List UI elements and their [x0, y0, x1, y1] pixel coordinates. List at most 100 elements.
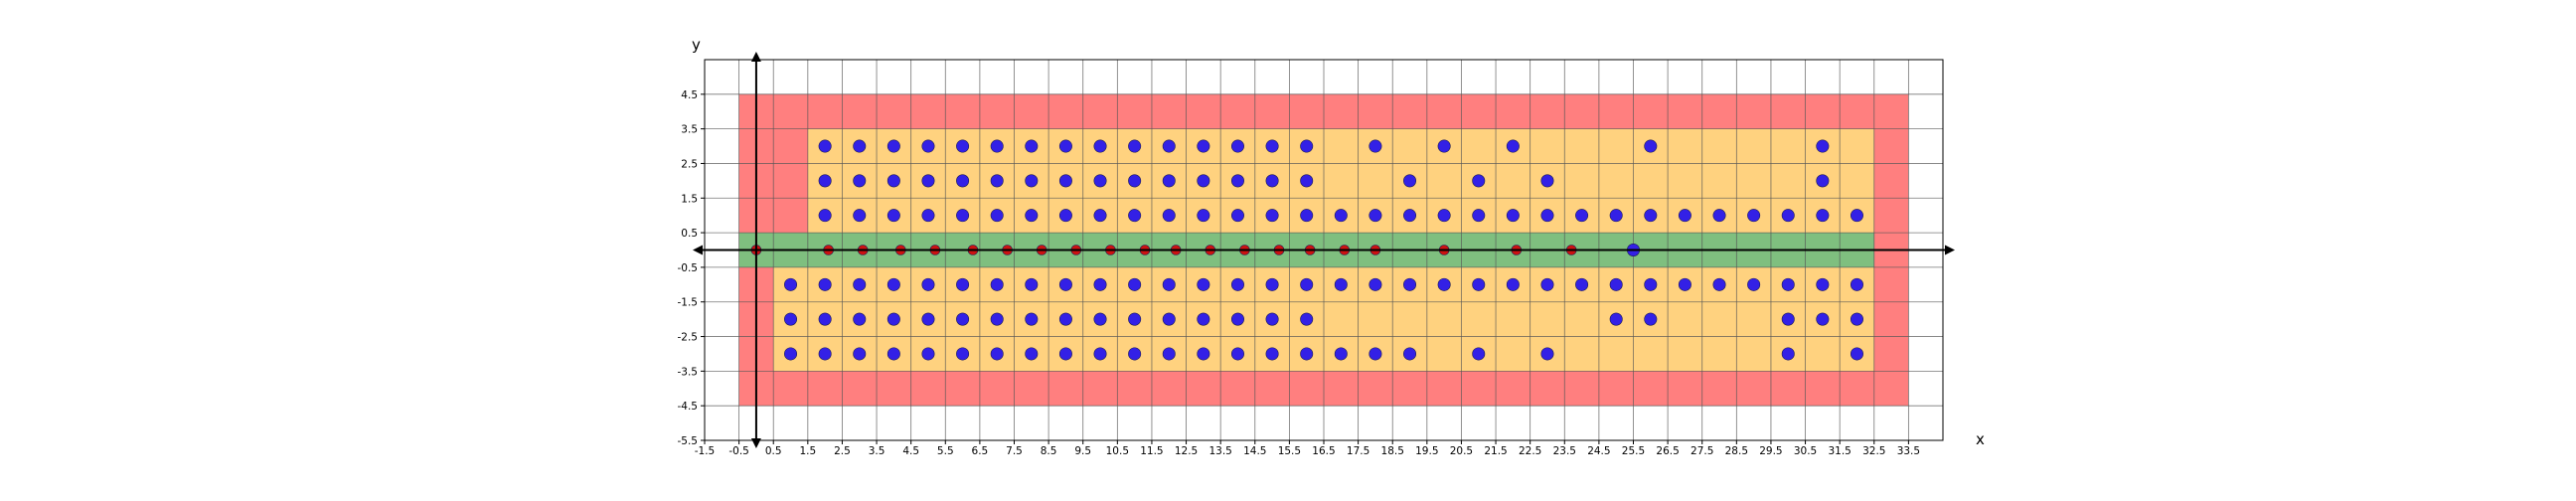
blue-point: [1747, 209, 1761, 223]
y-axis-label: y: [692, 36, 701, 54]
blue-point: [1300, 174, 1314, 188]
blue-point: [990, 312, 1004, 326]
blue-point: [1506, 277, 1520, 291]
blue-point: [853, 174, 867, 188]
blue-point: [1230, 312, 1244, 326]
y-tick-label: 1.5: [681, 193, 698, 205]
y-tick-label: 3.5: [681, 124, 698, 136]
blue-point: [1025, 312, 1039, 326]
x-tick-label: 15.5: [1278, 445, 1301, 457]
blue-point: [1816, 139, 1830, 153]
blue-point: [1197, 139, 1210, 153]
x-tick-label: 13.5: [1208, 445, 1231, 457]
blue-point: [1850, 347, 1863, 361]
x-tick-label: 5.5: [937, 445, 954, 457]
blue-point: [853, 347, 867, 361]
blue-point: [1058, 174, 1072, 188]
blue-point: [1747, 277, 1761, 291]
x-tick-label: 0.5: [765, 445, 782, 457]
blue-point: [1058, 312, 1072, 326]
blue-point: [1540, 277, 1554, 291]
blue-point: [1128, 139, 1142, 153]
blue-point: [990, 139, 1004, 153]
x-tick-label: 18.5: [1381, 445, 1404, 457]
x-tick-label: 25.5: [1622, 445, 1645, 457]
blue-point: [1712, 277, 1726, 291]
blue-point: [1058, 209, 1072, 223]
blue-point: [990, 209, 1004, 223]
blue-point: [1128, 209, 1142, 223]
blue-point: [1162, 139, 1176, 153]
blue-point: [1265, 209, 1279, 223]
blue-point: [956, 312, 970, 326]
blue-point: [990, 347, 1004, 361]
x-tick-label: 17.5: [1347, 445, 1369, 457]
blue-point: [956, 209, 970, 223]
blue-point: [853, 312, 867, 326]
blue-point: [886, 347, 900, 361]
blue-point: [1712, 209, 1726, 223]
blue-point: [1300, 209, 1314, 223]
blue-point: [1265, 174, 1279, 188]
y-tick-label: -0.5: [678, 262, 699, 274]
blue-point: [1197, 209, 1210, 223]
x-tick-label: 7.5: [1006, 445, 1023, 457]
blue-point: [1540, 209, 1554, 223]
blue-point: [921, 312, 935, 326]
blue-point: [1781, 347, 1795, 361]
blue-point: [990, 277, 1004, 291]
blue-point: [818, 139, 832, 153]
blue-point: [1265, 347, 1279, 361]
blue-point: [1644, 139, 1658, 153]
blue-point: [1093, 347, 1107, 361]
blue-point: [1058, 277, 1072, 291]
blue-point: [784, 277, 798, 291]
x-axis-arrow-right: [1945, 245, 1955, 255]
axes-layer: [693, 52, 1955, 448]
blue-point: [1058, 139, 1072, 153]
blue-point: [853, 209, 867, 223]
blue-point: [1265, 312, 1279, 326]
blue-point: [921, 277, 935, 291]
tick-labels-layer: -1.5 -0.5 0.5 1.5 2.5 3.5 4.5 5.5 6.5 7.5 8.5 9.5 10…: [678, 89, 1921, 457]
blue-point: [1850, 209, 1863, 223]
x-tick-label: -1.5: [695, 445, 716, 457]
blue-point: [1368, 139, 1382, 153]
blue-point: [1093, 312, 1107, 326]
blue-point: [1368, 347, 1382, 361]
blue-point: [956, 347, 970, 361]
blue-point: [1609, 209, 1623, 223]
blue-point: [1403, 174, 1417, 188]
blue-point: [1678, 277, 1691, 291]
blue-point: [1058, 347, 1072, 361]
blue-point: [1093, 277, 1107, 291]
blue-point: [1025, 209, 1039, 223]
blue-point: [818, 209, 832, 223]
blue-point: [1265, 139, 1279, 153]
blue-point: [1230, 174, 1244, 188]
x-tick-label: 30.5: [1794, 445, 1817, 457]
x-tick-label: 23.5: [1553, 445, 1576, 457]
blue-point: [1644, 312, 1658, 326]
x-tick-label: 21.5: [1484, 445, 1507, 457]
blue-point: [1506, 209, 1520, 223]
x-tick-label: 19.5: [1415, 445, 1438, 457]
blue-point: [1162, 209, 1176, 223]
blue-point: [886, 139, 900, 153]
y-tick-label: -4.5: [678, 401, 699, 413]
y-axis-arrow-down: [750, 438, 761, 448]
x-tick-label: 6.5: [972, 445, 989, 457]
blue-point: [1472, 347, 1486, 361]
x-tick-label: 11.5: [1140, 445, 1163, 457]
blue-point: [956, 139, 970, 153]
blue-point: [1816, 209, 1830, 223]
blue-point: [1162, 347, 1176, 361]
blue-point: [1850, 277, 1863, 291]
x-tick-label: 16.5: [1312, 445, 1335, 457]
y-axis-arrow-up: [750, 52, 761, 62]
blue-point: [886, 174, 900, 188]
points-layer: [750, 139, 1863, 361]
blue-point: [1816, 312, 1830, 326]
blue-point: [1472, 209, 1486, 223]
y-tick-label: 4.5: [681, 89, 698, 101]
